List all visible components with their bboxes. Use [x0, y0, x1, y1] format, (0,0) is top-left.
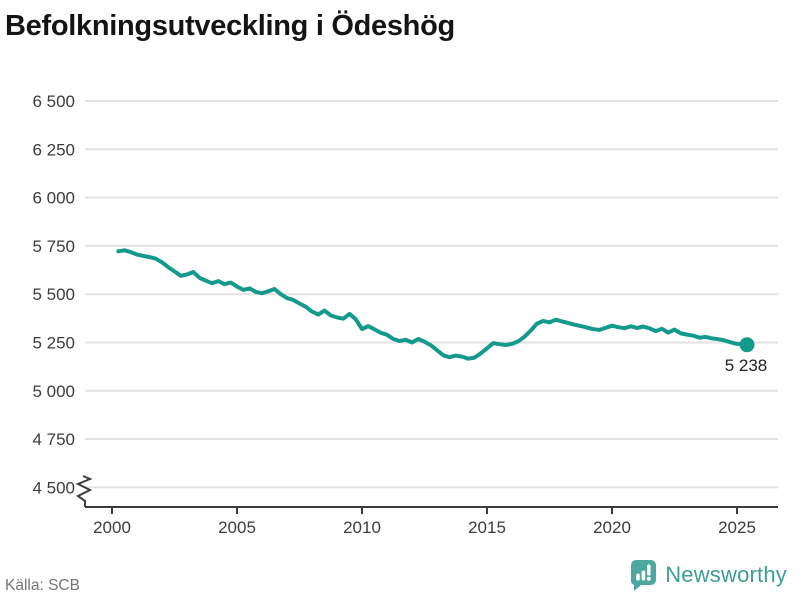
chart-svg: 6 500 6 250 6 000 5 750 5 500 5 250 5 000 4 750…	[32, 92, 778, 537]
bar-1	[636, 573, 640, 581]
y-axis-tick-label: 6 500	[32, 92, 75, 111]
x-axis-tick-label: 2020	[593, 518, 631, 537]
newsworthy-brand: Newsworthy	[629, 558, 787, 591]
y-axis-tick-label: 4 500	[32, 478, 75, 497]
bar-chart-speech-bubble-icon	[631, 560, 657, 591]
y-axis-tick-label: 6 000	[32, 189, 75, 208]
population-line	[116, 248, 749, 361]
y-axis-tick-label: 5 750	[32, 237, 75, 256]
chart-title: Befolkningsutveckling i Ödeshög	[5, 10, 455, 42]
x-axis-tick-label: 2005	[218, 518, 256, 537]
x-axis-tick-label: 2000	[93, 518, 131, 537]
brand-name: Newsworthy	[665, 561, 787, 587]
y-axis-tick-label: 4 750	[32, 430, 75, 449]
source-note: Källa: SCB	[5, 577, 80, 594]
x-axis-tick-label: 2010	[343, 518, 381, 537]
x-axis-tick-label: 2015	[468, 518, 506, 537]
x-axis-tick-label: 2025	[718, 518, 756, 537]
y-axis-break-icon	[75, 475, 93, 507]
y-axis-tick-label: 5 250	[32, 334, 75, 353]
exclamation-stem	[647, 564, 651, 576]
endpoint-value-label: 5 238	[725, 356, 768, 375]
bar-2	[641, 570, 646, 581]
endpoint-dot	[739, 337, 755, 353]
y-axis-tick-label: 6 250	[32, 140, 75, 159]
exclamation-dot	[646, 576, 651, 581]
y-axis-tick-label: 5 500	[32, 285, 75, 304]
y-axis-tick-label: 5 000	[32, 382, 75, 401]
